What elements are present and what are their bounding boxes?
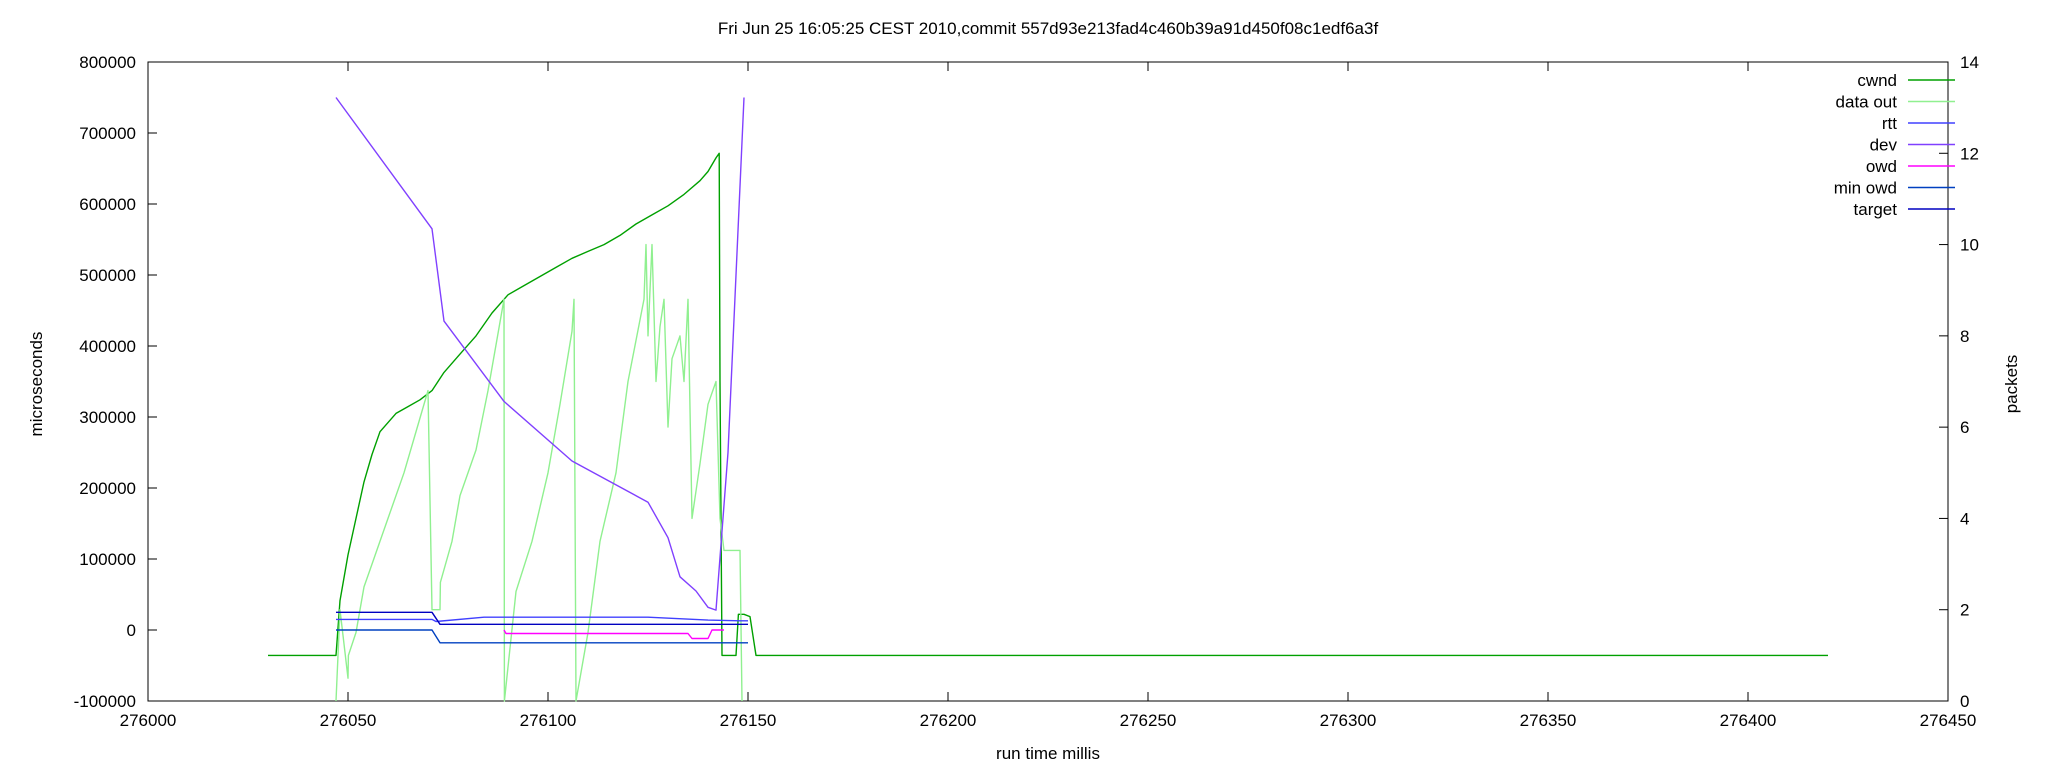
y-tick-label: -100000 [74, 692, 136, 711]
y2-tick-label: 6 [1960, 418, 1969, 437]
x-tick-label: 276050 [320, 711, 377, 730]
series-line-data-out [335, 243, 743, 702]
y2-tick-label: 12 [1960, 144, 1979, 163]
x-tick-label: 276000 [120, 711, 177, 730]
y-tick-label: 100000 [79, 550, 136, 569]
y-tick-label: 800000 [79, 53, 136, 72]
y-tick-label: 400000 [79, 337, 136, 356]
x-tick-label: 276300 [1320, 711, 1377, 730]
y-tick-label: 700000 [79, 124, 136, 143]
y2-tick-label: 4 [1960, 509, 1969, 528]
x-tick-label: 276150 [720, 711, 777, 730]
y2-axis-label: packets [2002, 355, 2021, 414]
x-tick-label: 276450 [1920, 711, 1977, 730]
series-line-owd [503, 629, 724, 640]
y-axis-label: microseconds [27, 332, 46, 437]
series-line-target [336, 611, 748, 625]
y2-tick-label: 0 [1960, 692, 1969, 711]
chart-title: Fri Jun 25 16:05:25 CEST 2010,commit 557… [718, 19, 1379, 38]
plot-border [147, 61, 1949, 702]
y2-tick-label: 8 [1960, 327, 1969, 346]
y2-tick-label: 10 [1960, 236, 1979, 255]
y2-tick-label: 2 [1960, 601, 1969, 620]
legend-label-target: target [1854, 200, 1898, 219]
legend: cwnd data out rtt dev owd min owd target [1834, 71, 1955, 219]
x-tick-label: 276400 [1720, 711, 1777, 730]
x-tick-label: 276100 [520, 711, 577, 730]
y-tick-label: 600000 [79, 195, 136, 214]
x-axis-label: run time millis [996, 744, 1100, 763]
y2-tick-label: 14 [1960, 53, 1979, 72]
x-tick-label: 276350 [1520, 711, 1577, 730]
x-tick-label: 276250 [1120, 711, 1177, 730]
legend-label-owd: owd [1866, 157, 1897, 176]
plot-area [268, 97, 1828, 702]
y-tick-label: 200000 [79, 479, 136, 498]
x-tick-label: 276200 [920, 711, 977, 730]
series-line-rtt [336, 616, 748, 623]
y-tick-label: 500000 [79, 266, 136, 285]
legend-label-cwnd: cwnd [1857, 71, 1897, 90]
series-line-min-owd [336, 629, 748, 644]
legend-label-min-owd: min owd [1834, 179, 1897, 198]
legend-label-dev: dev [1870, 136, 1898, 155]
series-line-cwnd [268, 152, 1828, 657]
legend-label-rtt: rtt [1882, 114, 1897, 133]
axes: 276000 276050 276100 276150 276200 276250 2763… [74, 53, 1979, 730]
y-tick-label: 300000 [79, 408, 136, 427]
series-line-dev [335, 97, 745, 611]
y-tick-label: 0 [127, 621, 136, 640]
legend-label-data-out: data out [1836, 93, 1898, 112]
